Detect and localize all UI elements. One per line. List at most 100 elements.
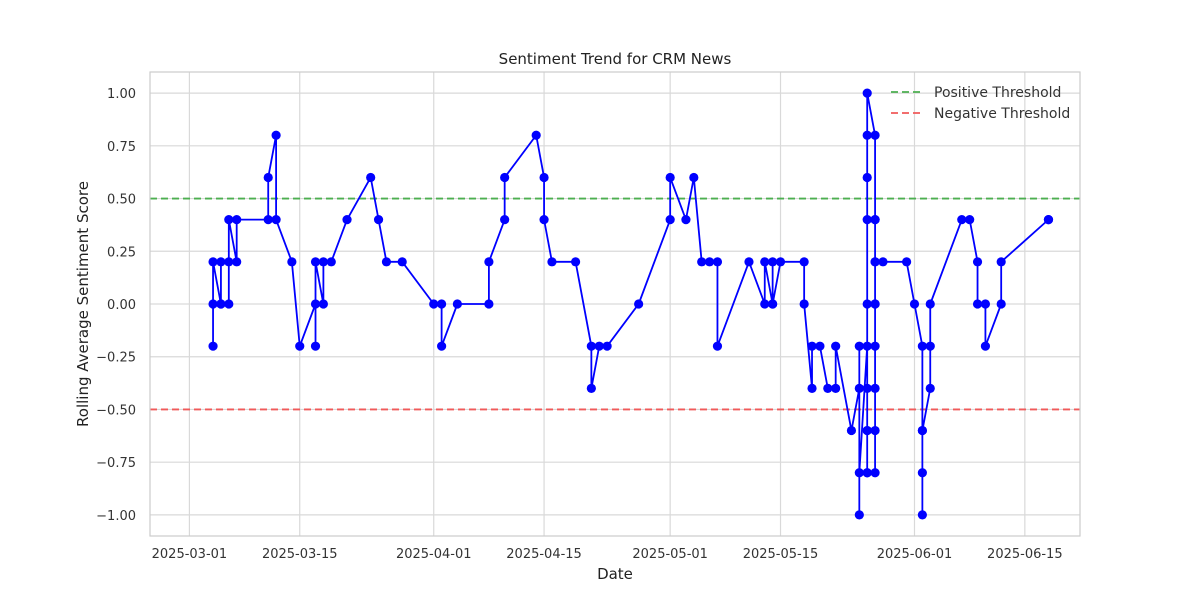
data-point [1043,215,1054,225]
data-point [500,215,510,225]
data-point [862,215,872,225]
data-point [862,341,872,351]
data-point [917,468,927,478]
data-point [996,257,1006,267]
data-point [744,257,754,267]
legend-label: Negative Threshold [934,106,1070,122]
data-point [807,341,817,351]
data-point [208,341,218,351]
data-point [208,299,218,309]
chart-title: Sentiment Trend for CRM News [499,50,732,68]
y-tick-label: 0.25 [107,245,136,260]
data-point [870,341,880,351]
data-point [854,341,864,351]
data-point [570,257,581,267]
data-point [870,215,880,225]
y-tick-label: −0.75 [96,456,136,471]
data-point [972,257,983,267]
data-point [760,257,770,267]
x-tick-label: 2025-05-15 [743,547,819,562]
data-point [799,299,809,309]
data-point [602,341,612,351]
x-tick-label: 2025-05-01 [632,547,708,562]
threshold-lines [150,197,1080,411]
data-point [768,257,778,267]
x-tick-label: 2025-03-01 [152,547,228,562]
data-point [854,510,864,520]
data-point [870,425,880,436]
legend: Positive Threshold Negative Threshold [891,85,1070,122]
data-point [980,341,991,351]
x-tick-label: 2025-04-01 [396,547,472,562]
data-point [704,257,715,267]
data-point [326,257,336,267]
data-point [862,425,872,436]
data-point [965,215,975,225]
data-point [216,257,226,267]
y-tick-label: 0.00 [107,298,136,313]
data-point [318,257,328,267]
data-point [381,257,392,267]
y-axis-title: Rolling Average Sentiment Score [74,181,92,427]
data-point [917,425,927,436]
data-point [807,383,817,393]
data-point [232,257,242,267]
data-point [232,215,242,225]
y-tick-label: 0.50 [107,193,136,208]
data-point [366,172,376,183]
data-point [547,257,557,267]
data-point [665,172,675,183]
data-point [799,257,809,267]
y-tick-labels: −1.00 −0.75 −0.50 −0.25 0.00 0.25 0.50 0.75 1.00 [96,87,136,524]
data-point [917,510,927,520]
data-point [760,299,770,309]
data-point [862,130,872,140]
data-point [862,88,872,98]
data-point [712,341,723,351]
data-point [594,341,604,351]
data-point [870,130,880,140]
data-point [373,215,384,225]
data-point [500,172,510,183]
data-point [634,299,644,309]
x-tick-label: 2025-03-15 [262,547,338,562]
plot-frame [149,71,1081,537]
data-point [310,341,321,351]
data-point [689,172,699,183]
data-point [902,257,912,267]
data-point [870,257,880,267]
data-point [287,257,297,267]
data-point [846,425,857,436]
data-point [586,383,596,393]
data-point [586,341,596,351]
data-point [271,215,281,225]
data-point [909,299,920,309]
data-point [996,299,1006,309]
y-tick-label: −0.25 [96,351,136,366]
data-point [216,299,226,309]
data-point [531,130,541,140]
data-point [870,383,880,393]
data-point [775,257,786,267]
data-point [437,341,447,351]
data-point [310,257,321,267]
series-line [208,88,1054,520]
y-tick-label: −0.50 [96,403,136,418]
grid [150,72,1080,536]
x-tick-label: 2025-06-15 [987,547,1063,562]
data-point [831,341,841,351]
data-point [862,383,872,393]
x-tick-label: 2025-04-15 [506,547,582,562]
x-axis-title: Date [597,565,633,583]
data-point [295,341,305,351]
data-point [318,299,328,309]
data-point [980,299,991,309]
data-point [870,299,880,309]
data-point [263,215,273,225]
data-point [925,299,935,309]
data-point [831,383,841,393]
data-point [342,215,352,225]
x-tick-label: 2025-06-01 [877,547,953,562]
data-point [437,299,447,309]
